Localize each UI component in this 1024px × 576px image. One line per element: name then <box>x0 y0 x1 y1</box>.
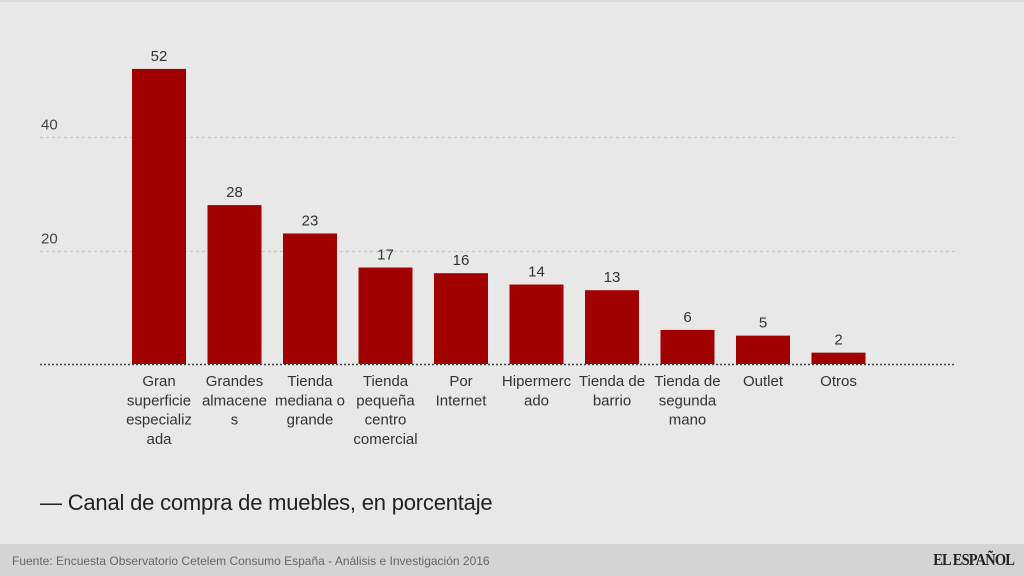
y-tick-label: 20 <box>41 231 58 248</box>
el-espanol-logo: EL ESPAÑOL <box>933 550 1015 569</box>
category-label-line: especializ <box>126 412 192 429</box>
category-label-line: Tienda de <box>579 373 645 390</box>
bar <box>509 284 564 364</box>
value-label: 13 <box>604 269 621 286</box>
category-label: Tienda de barrio <box>579 373 645 409</box>
value-label: 28 <box>226 184 243 201</box>
category-label: Otros <box>820 373 857 390</box>
bar <box>811 352 866 364</box>
category-label: Tienda de segunda mano <box>654 373 720 429</box>
source-text: Fuente: Encuesta Observatorio Cetelem Co… <box>12 554 490 568</box>
category-label: Hipermerc ado <box>502 373 572 409</box>
category-label-line: ado <box>524 392 549 409</box>
category-label: Outlet <box>743 373 784 390</box>
category-label-line: Hipermerc <box>502 373 572 390</box>
category-label-line: segunda <box>659 392 717 409</box>
footer-bar: Fuente: Encuesta Observatorio Cetelem Co… <box>0 544 1024 576</box>
category-label: Grandes almacene s <box>202 373 267 429</box>
category-label-line: Tienda <box>363 373 409 390</box>
category-label-line: centro <box>365 412 407 429</box>
category-label-line: barrio <box>593 392 631 409</box>
category-label-line: Por <box>449 373 472 390</box>
value-label: 6 <box>683 309 691 326</box>
category-label: Por Internet <box>436 373 488 409</box>
category-label-line: comercial <box>353 431 417 448</box>
category-label: Tienda mediana o grande <box>275 373 345 429</box>
bar <box>585 290 639 364</box>
category-label-line: ada <box>146 431 172 448</box>
value-label: 14 <box>528 264 545 281</box>
chart-title: — Canal de compra de muebles, en porcent… <box>40 490 493 515</box>
category-label-line: Gran <box>142 373 175 390</box>
bar <box>736 335 790 364</box>
category-label-line: pequeña <box>356 392 415 409</box>
category-label: Gran superficie especializ ada <box>126 373 192 448</box>
bar <box>358 267 413 364</box>
category-label-line: almacene <box>202 392 267 409</box>
value-label: 16 <box>453 252 470 269</box>
category-label-line: mediana o <box>275 392 345 409</box>
category-label-line: Outlet <box>743 373 784 390</box>
top-border <box>0 0 1024 2</box>
category-label-line: grande <box>287 412 334 429</box>
bar <box>132 68 186 365</box>
bar <box>660 329 715 364</box>
bars <box>132 68 866 365</box>
category-label-line: superficie <box>127 392 191 409</box>
value-label: 2 <box>834 332 842 349</box>
category-label-line: Tienda <box>287 373 333 390</box>
gridlines <box>40 136 955 366</box>
bar <box>283 233 337 364</box>
bar <box>434 273 488 364</box>
value-label: 52 <box>151 48 168 65</box>
bar <box>207 205 262 364</box>
category-label-line: Tienda de <box>654 373 720 390</box>
category-label-line: Otros <box>820 373 857 390</box>
value-label: 23 <box>302 212 319 229</box>
y-tick-label: 40 <box>41 117 58 134</box>
value-label: 5 <box>759 315 767 332</box>
category-label-line: Grandes <box>206 373 264 390</box>
category-label-line: s <box>231 412 239 429</box>
category-label: Tienda pequeña centro comercial <box>353 373 417 448</box>
category-label-line: mano <box>669 412 707 429</box>
category-label-line: Internet <box>436 392 488 409</box>
value-label: 17 <box>377 247 394 264</box>
